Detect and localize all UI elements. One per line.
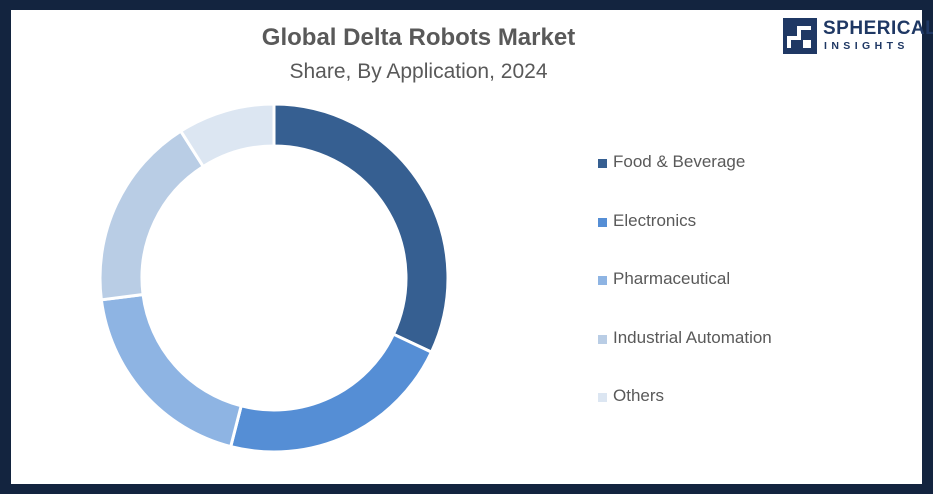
legend-swatch [598,159,607,168]
donut-slice-food-beverage [272,102,450,355]
donut-slice-electronics [228,332,434,454]
chart-title: Global Delta Robots Market [261,24,576,51]
legend-swatch [598,393,607,402]
legend-label: Others [613,386,665,405]
brand-logo: SPHERICAL INSIGHTS [783,16,933,56]
donut-slice-others [178,102,276,169]
legend-label: Pharmaceutical [613,269,731,288]
logo-mark-icon [783,18,817,54]
legend-label: Industrial Automation [613,327,772,347]
logo-text-insights: INSIGHTS [824,40,909,52]
legend-swatch [598,276,607,285]
chart-panel: Global Delta Robots Market Share, By App… [11,10,933,484]
legend-label: Electronics [613,210,697,230]
logo-text-spherical: SPHERICAL [823,18,933,39]
donut-slice-pharmaceutical [99,292,243,449]
legend-label: Food & Beverage [613,152,746,171]
donut-slice-industrial-automation [98,129,206,302]
legend-swatch [598,334,607,344]
donut-chart [98,102,450,454]
chart-subtitle: Share, By Application, 2024 [289,60,548,83]
legend-swatch [598,217,607,227]
